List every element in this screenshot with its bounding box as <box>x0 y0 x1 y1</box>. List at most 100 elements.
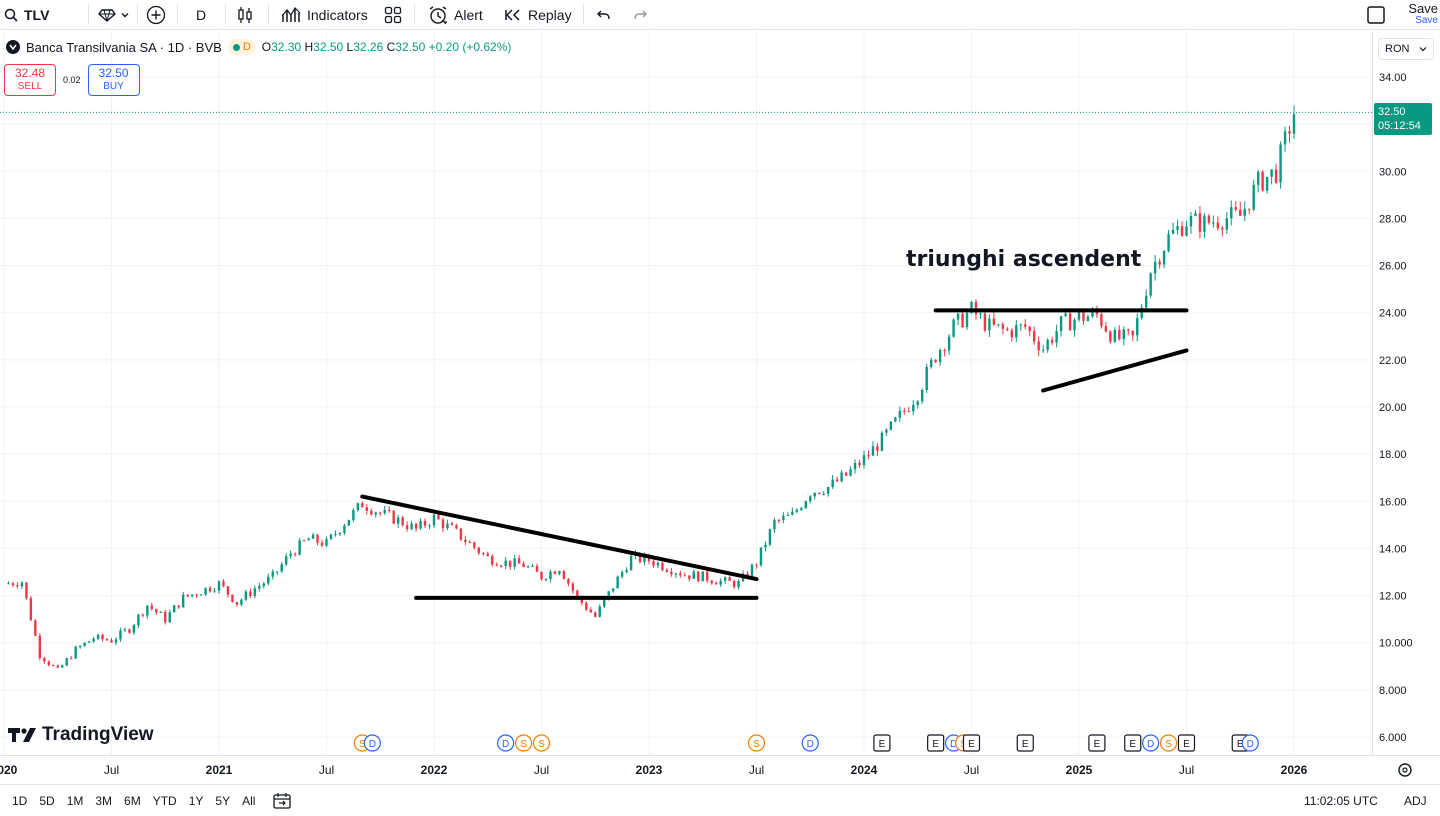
event-badge-letter: E <box>1129 739 1136 750</box>
candle-body <box>1077 312 1081 320</box>
earnings-event-icon[interactable]: E <box>1177 734 1196 752</box>
interval-button[interactable]: D <box>196 0 206 30</box>
earnings-event-icon[interactable]: E <box>962 734 981 752</box>
candle-body <box>979 313 982 315</box>
indicators-button[interactable]: Indicators <box>281 0 368 30</box>
save-sub-label: Save <box>1415 15 1438 26</box>
chevron-down-icon <box>121 13 129 18</box>
earnings-event-icon[interactable]: E <box>873 734 891 752</box>
gear-hub <box>1402 767 1408 773</box>
candle-body <box>974 301 978 315</box>
range-button-1m[interactable]: 1M <box>66 794 84 808</box>
annotation-text[interactable]: triunghi ascendent <box>906 247 1142 272</box>
buy-button[interactable]: 32.50 BUY <box>87 64 140 96</box>
event-badge-shape <box>873 734 891 752</box>
candle-body <box>302 540 306 542</box>
range-button-5y[interactable]: 5Y <box>215 794 231 808</box>
split-event-icon[interactable]: S <box>514 734 533 752</box>
candle-body <box>576 590 579 597</box>
candle-body <box>92 638 95 642</box>
candle-body <box>1216 222 1220 228</box>
clock-label: 11:02:05 UTC <box>1304 794 1378 808</box>
layout-grid-icon <box>384 6 402 24</box>
time-tick-label: Jul <box>749 763 764 777</box>
candle-body <box>1100 314 1103 327</box>
sell-label: SELL <box>17 81 43 92</box>
event-badge-letter: E <box>968 739 975 750</box>
compare-symbol-button[interactable] <box>146 0 166 30</box>
symbol-title[interactable]: Banca Transilvania SA · 1D · BVB <box>26 39 222 55</box>
candle-body <box>168 612 171 623</box>
currency-selector[interactable]: RON <box>1378 38 1434 60</box>
replay-button[interactable]: Replay <box>504 0 572 30</box>
range-button-6m[interactable]: 6M <box>124 794 141 808</box>
earnings-event-icon[interactable]: E <box>1088 734 1106 752</box>
candle-body <box>1015 325 1018 338</box>
tradingview-logo[interactable]: TradingView <box>8 724 154 746</box>
earnings-event-icon[interactable]: E <box>1016 734 1034 752</box>
dividend-event-icon[interactable]: D <box>1241 734 1259 752</box>
candle-body <box>499 565 503 567</box>
candle-body <box>123 629 127 631</box>
dividend-event-icon[interactable]: D <box>801 734 819 752</box>
top-toolbar: TLV D Indicators Alert Replay Sa <box>0 0 1440 30</box>
candle-body <box>598 606 601 617</box>
candle-body <box>764 544 767 548</box>
adjust-data-button[interactable]: ADJ <box>1404 785 1427 816</box>
candle-body <box>558 571 561 575</box>
price-axis[interactable]: 34.0032.0030.0028.0026.0024.0022.0020.00… <box>1372 31 1440 755</box>
chart-type-button[interactable] <box>237 0 253 30</box>
candle-body <box>607 591 610 600</box>
redo-button[interactable] <box>632 0 648 30</box>
market-status-badge[interactable]: D <box>227 39 256 55</box>
candle-body <box>208 587 212 592</box>
candle-body <box>486 553 489 557</box>
dividend-event-icon[interactable]: D <box>363 734 381 752</box>
candle-body <box>822 493 825 495</box>
range-button-3m[interactable]: 3M <box>95 794 113 808</box>
split-event-icon[interactable]: S <box>532 734 551 752</box>
split-event-icon[interactable]: S <box>1159 734 1178 752</box>
go-to-date-button[interactable] <box>272 785 292 816</box>
candle-body <box>858 462 861 466</box>
templates-button[interactable] <box>384 0 402 30</box>
candle-body <box>446 523 449 529</box>
candle-body <box>504 560 507 566</box>
chart-pane[interactable]: SDDSSSDEEDSEEEEDSEED <box>0 31 1372 755</box>
range-button-1y[interactable]: 1Y <box>188 794 204 808</box>
candle-body <box>755 564 758 566</box>
dividend-event-icon[interactable]: D <box>1142 734 1160 752</box>
timezone-clock[interactable]: 11:02:05 UTC <box>1304 785 1378 816</box>
candle-body <box>74 646 77 659</box>
range-button-1d[interactable]: 1D <box>12 794 28 808</box>
candle-body <box>1113 329 1117 342</box>
earnings-event-icon[interactable]: E <box>1124 734 1142 752</box>
square-icon <box>1367 6 1385 24</box>
candle-body <box>1212 222 1215 224</box>
split-event-icon[interactable]: S <box>747 734 766 752</box>
symbol-search-button[interactable]: TLV <box>4 0 49 30</box>
candle-body <box>629 555 633 571</box>
event-badge-shape <box>801 734 819 752</box>
bvb-logo-icon <box>6 40 20 54</box>
fullscreen-button[interactable] <box>1366 0 1386 30</box>
open-value: 32.30 <box>271 40 302 54</box>
save-button[interactable]: Save Save <box>1408 0 1438 30</box>
dividend-event-icon[interactable]: D <box>497 734 515 752</box>
candle-body <box>1207 215 1211 223</box>
sell-button[interactable]: 32.48 SELL <box>4 64 56 96</box>
candle-body <box>1010 330 1014 338</box>
range-button-ytd[interactable]: YTD <box>152 794 177 808</box>
range-button-5d[interactable]: 5D <box>39 794 55 808</box>
alert-button[interactable]: Alert <box>428 0 483 30</box>
range-button-all[interactable]: All <box>242 794 256 808</box>
candle-body <box>894 417 897 422</box>
undo-button[interactable] <box>596 0 612 30</box>
candle-body <box>20 582 24 587</box>
watchlist-gem-button[interactable] <box>98 0 130 30</box>
earnings-event-icon[interactable]: E <box>927 734 945 752</box>
tradingview-logo-icon <box>8 728 36 742</box>
settings-gear-icon[interactable] <box>1398 763 1412 777</box>
time-axis[interactable]: 2020 Jul 2021 Jul 2022 Jul 2023 Jul 2024 Jul 2025 J… <box>0 755 1440 783</box>
candle-body <box>1055 330 1058 343</box>
